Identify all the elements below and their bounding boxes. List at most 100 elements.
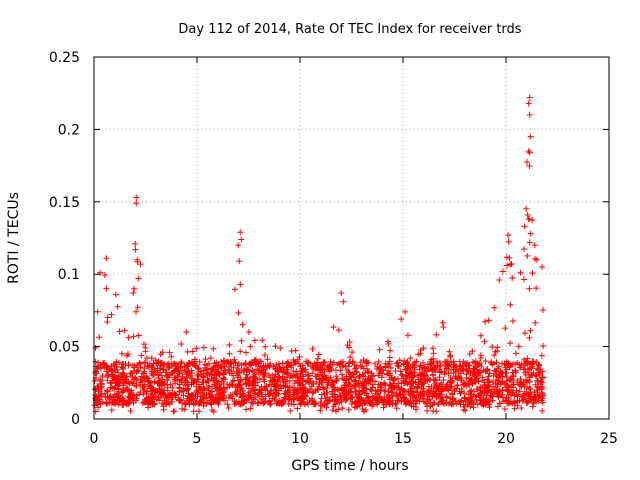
data-point	[131, 382, 138, 389]
data-point	[259, 369, 266, 376]
data-point	[255, 389, 262, 396]
data-point	[356, 375, 363, 382]
data-point	[237, 376, 244, 383]
data-point	[288, 361, 295, 368]
data-point	[250, 379, 257, 386]
data-point	[521, 223, 528, 230]
data-point	[138, 352, 145, 359]
data-point	[482, 399, 489, 406]
data-point	[526, 334, 533, 341]
data-point	[325, 374, 332, 381]
data-point	[476, 390, 483, 397]
data-point	[300, 373, 307, 380]
data-point	[245, 393, 252, 400]
data-point	[135, 367, 142, 374]
data-point	[397, 391, 404, 398]
data-point	[246, 360, 253, 367]
data-point	[309, 380, 316, 387]
data-point	[115, 393, 122, 400]
data-point	[302, 366, 309, 373]
y-axis-label: ROTI / TECUs	[6, 192, 22, 284]
data-point	[525, 371, 532, 378]
data-point	[221, 363, 228, 370]
data-point	[265, 372, 272, 379]
data-point	[337, 367, 344, 374]
data-point	[212, 367, 219, 374]
data-point	[450, 370, 457, 377]
data-point	[332, 367, 339, 374]
data-point	[211, 360, 218, 367]
data-point	[432, 376, 439, 383]
data-point	[267, 388, 274, 395]
data-point	[469, 348, 476, 355]
data-point	[92, 392, 99, 399]
data-point	[378, 384, 385, 391]
data-point	[511, 392, 518, 399]
data-point	[356, 391, 363, 398]
data-point	[251, 337, 258, 344]
data-point	[404, 332, 411, 339]
data-point	[517, 376, 524, 383]
data-point	[531, 242, 538, 249]
data-point	[293, 368, 300, 375]
data-point	[272, 343, 279, 350]
data-point	[299, 362, 306, 369]
data-point	[333, 373, 340, 380]
data-point	[226, 350, 233, 357]
data-point	[374, 365, 381, 372]
data-point	[380, 404, 387, 411]
data-point	[127, 407, 134, 414]
data-point	[509, 389, 516, 396]
data-point	[347, 354, 354, 361]
data-point	[134, 256, 141, 263]
data-point	[272, 383, 279, 390]
data-point	[145, 401, 152, 408]
data-point	[220, 375, 227, 382]
data-point	[505, 238, 512, 245]
data-point	[198, 383, 205, 390]
data-point	[351, 362, 358, 369]
data-point	[504, 388, 511, 395]
x-tick-label: 0	[90, 431, 99, 447]
data-point	[149, 364, 156, 371]
data-point	[338, 371, 345, 378]
data-point	[536, 371, 543, 378]
data-point	[532, 381, 539, 388]
data-point	[238, 367, 245, 374]
data-point	[258, 383, 265, 390]
data-point	[168, 370, 175, 377]
data-point	[454, 382, 461, 389]
chart-title: Day 112 of 2014, Rate Of TEC Index for r…	[178, 22, 521, 37]
x-tick-label: 25	[600, 431, 618, 447]
data-point	[236, 382, 243, 389]
data-point	[349, 358, 356, 365]
data-point	[233, 369, 240, 376]
data-point	[134, 304, 141, 311]
data-point	[203, 395, 210, 402]
data-point	[499, 378, 506, 385]
data-point	[384, 338, 391, 345]
data-point	[412, 400, 419, 407]
data-point	[507, 261, 514, 268]
data-point	[178, 341, 185, 348]
data-point	[297, 379, 304, 386]
data-point	[540, 342, 547, 349]
data-point	[447, 374, 454, 381]
data-point	[115, 401, 122, 408]
data-point	[462, 407, 469, 414]
data-point	[101, 272, 108, 279]
data-point	[292, 347, 299, 354]
data-point	[352, 398, 359, 405]
data-point	[360, 396, 367, 403]
data-point	[120, 398, 127, 405]
data-point	[176, 384, 183, 391]
data-point	[408, 400, 415, 407]
data-point	[127, 388, 134, 395]
data-point	[365, 395, 372, 402]
data-point	[441, 369, 448, 376]
data-point	[156, 365, 163, 372]
data-point	[196, 359, 203, 366]
data-point	[120, 379, 127, 386]
data-point	[410, 393, 417, 400]
data-point	[163, 373, 170, 380]
